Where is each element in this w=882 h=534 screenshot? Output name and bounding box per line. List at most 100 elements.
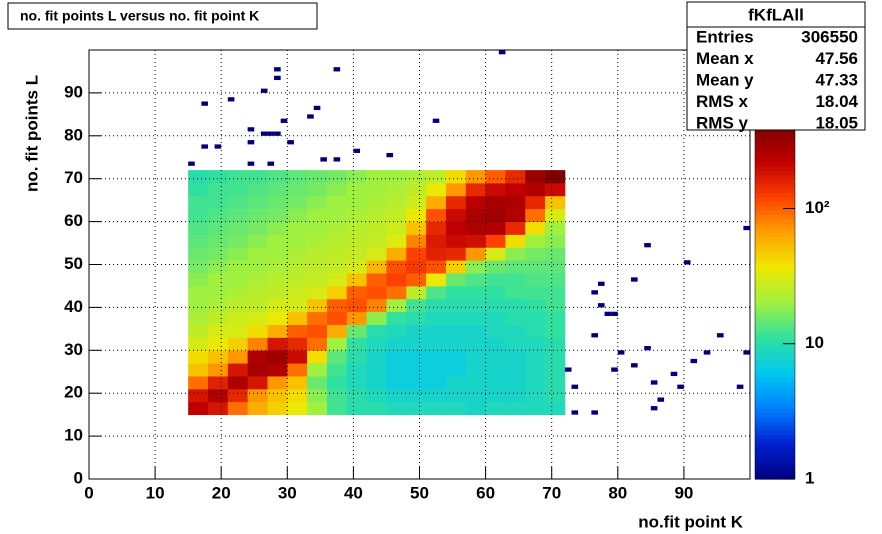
stats-value: 47.56	[815, 49, 858, 68]
heatmap-cell	[366, 195, 387, 210]
heatmap-cell	[545, 311, 566, 325]
heatmap-cell	[307, 221, 328, 235]
heatmap-cell	[445, 260, 467, 274]
heatmap-cell	[505, 350, 526, 364]
heatmap-cell	[267, 298, 288, 313]
heatmap-cell	[287, 221, 308, 235]
heatmap-cell	[267, 401, 288, 416]
colorbar-segment	[755, 382, 795, 388]
colorbar-segment	[755, 166, 795, 172]
colorbar-segment	[755, 452, 795, 458]
heatmap-cell	[505, 324, 526, 338]
heatmap-cell	[188, 273, 209, 287]
stats-key: Mean x	[696, 49, 754, 68]
heatmap-cell	[505, 260, 526, 274]
colorbar-segment	[755, 272, 795, 278]
heatmap-cell	[505, 388, 526, 403]
heatmap-cell	[307, 285, 328, 300]
heatmap-cell	[287, 260, 308, 274]
heatmap-cell	[227, 247, 249, 261]
heatmap-cell	[505, 195, 526, 210]
heatmap-cell	[287, 208, 308, 222]
heatmap-cell	[287, 247, 308, 261]
heatmap-cell	[307, 247, 328, 261]
heatmap-cell	[505, 234, 526, 248]
colorbar-segment	[755, 298, 795, 304]
heatmap-cell	[307, 234, 328, 248]
heatmap-cell	[406, 208, 427, 222]
heatmap-cell	[545, 363, 566, 377]
colorbar-segment	[755, 184, 795, 190]
heatmap-cell	[227, 221, 249, 235]
heatmap-cell	[247, 273, 268, 287]
plot-frame	[88, 49, 751, 480]
outlier-cell	[564, 367, 572, 372]
heatmap-cell	[326, 363, 348, 377]
heatmap-cell	[406, 388, 427, 403]
heatmap-cell	[426, 273, 447, 287]
colorbar-segment	[755, 210, 795, 216]
heatmap-cell	[307, 363, 328, 377]
heatmap-cell	[247, 285, 268, 300]
outlier-cell	[677, 384, 684, 389]
heatmap-cell	[406, 195, 427, 210]
heatmap-cell	[406, 247, 427, 261]
heatmap-cell	[465, 285, 486, 300]
colorbar-segment	[755, 395, 795, 401]
heatmap-cell	[326, 285, 348, 300]
colorbar-segment	[755, 338, 795, 344]
heatmap-cell	[485, 324, 506, 338]
axes: 0 10 20 30 40 50 60 70 80 90 0 10 20 30 40 50 60 70 80 90	[64, 49, 751, 502]
outlier-cell	[274, 131, 281, 136]
heatmap-cell	[247, 208, 268, 222]
heatmap-cell	[485, 337, 506, 351]
heatmap-cell	[366, 234, 387, 248]
outlier-cell	[274, 75, 281, 81]
heatmap-cell	[287, 182, 308, 197]
y-tick-label: 50	[64, 254, 83, 273]
heatmap-cell	[426, 285, 447, 300]
heatmap-cell	[326, 298, 348, 313]
heatmap-cell	[406, 221, 427, 235]
heatmap-cell	[545, 221, 566, 235]
heatmap-cell	[326, 208, 348, 222]
colorbar-segment	[755, 215, 795, 220]
colorbar-segment	[755, 461, 795, 467]
heatmap-cell	[545, 170, 566, 184]
heatmap-cell	[386, 350, 407, 364]
outlier-cell	[214, 144, 222, 149]
heatmap-cell	[287, 401, 308, 416]
heatmap-cell	[307, 401, 328, 416]
heatmap-cell	[485, 195, 506, 210]
heatmap-cell	[505, 170, 526, 184]
heatmap-cell	[188, 350, 209, 364]
heatmap-cell	[247, 260, 268, 274]
heatmap-cell	[346, 298, 368, 313]
heatmap-cell	[386, 285, 407, 300]
colorbar-segment	[755, 179, 795, 185]
heatmap-cell	[207, 376, 229, 390]
colorbar-segment	[755, 281, 795, 286]
heatmap-cell	[545, 234, 566, 248]
y-tick-label: 20	[64, 383, 83, 402]
heatmap-cell	[287, 376, 308, 390]
heatmap-cell	[188, 195, 209, 210]
heatmap-cell	[247, 401, 268, 416]
heatmap-cell	[188, 401, 209, 416]
colorbar-segment	[755, 175, 795, 181]
heatmap-cell	[227, 401, 249, 416]
x-tick-label: 20	[212, 483, 231, 502]
heatmap-cell	[247, 350, 268, 364]
colorbar-segment	[755, 254, 795, 260]
heatmap-cell	[386, 311, 407, 325]
heatmap-cell	[426, 401, 447, 416]
heatmap-cell	[227, 324, 249, 338]
y-tick-label: 80	[64, 125, 83, 144]
heatmap-cell	[326, 170, 348, 184]
heatmap-cell	[406, 273, 427, 287]
heatmap-cell	[525, 311, 546, 325]
y-tick-label: 60	[64, 211, 83, 230]
colorbar-segment	[755, 276, 795, 282]
heatmap-cell	[485, 388, 506, 403]
heatmap-cell	[326, 376, 348, 390]
